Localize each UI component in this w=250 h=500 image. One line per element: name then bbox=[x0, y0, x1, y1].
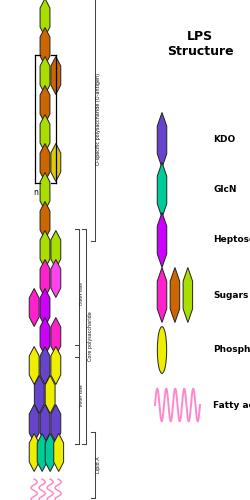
Polygon shape bbox=[183, 268, 192, 322]
Polygon shape bbox=[40, 114, 50, 152]
Polygon shape bbox=[40, 288, 50, 327]
Text: Inner core: Inner core bbox=[80, 384, 84, 406]
Polygon shape bbox=[40, 202, 50, 239]
Polygon shape bbox=[40, 404, 50, 442]
Polygon shape bbox=[40, 260, 50, 298]
Text: Outer core: Outer core bbox=[80, 282, 84, 304]
Polygon shape bbox=[40, 230, 50, 268]
Text: Lipid A: Lipid A bbox=[96, 456, 101, 473]
Polygon shape bbox=[29, 404, 39, 442]
Polygon shape bbox=[51, 318, 61, 356]
Polygon shape bbox=[51, 346, 61, 385]
Text: Phosphate: Phosphate bbox=[213, 346, 250, 354]
Polygon shape bbox=[51, 260, 61, 298]
Text: Sugars: Sugars bbox=[213, 290, 248, 300]
Circle shape bbox=[157, 326, 167, 374]
Polygon shape bbox=[29, 346, 39, 385]
Text: Heptose: Heptose bbox=[213, 236, 250, 244]
Polygon shape bbox=[157, 112, 167, 168]
Polygon shape bbox=[51, 144, 61, 182]
Text: LPS
Structure: LPS Structure bbox=[167, 30, 233, 58]
Polygon shape bbox=[40, 318, 50, 356]
Polygon shape bbox=[37, 434, 47, 472]
Text: n: n bbox=[34, 188, 38, 198]
Polygon shape bbox=[40, 144, 50, 182]
Polygon shape bbox=[45, 376, 55, 414]
Polygon shape bbox=[157, 212, 167, 268]
Text: GlcN: GlcN bbox=[213, 186, 236, 194]
Polygon shape bbox=[34, 376, 44, 414]
Polygon shape bbox=[157, 268, 167, 322]
Polygon shape bbox=[40, 86, 50, 124]
Polygon shape bbox=[40, 346, 50, 385]
Polygon shape bbox=[40, 0, 50, 36]
Text: O-specific polysaccharide (O-antigen): O-specific polysaccharide (O-antigen) bbox=[96, 73, 101, 165]
Polygon shape bbox=[40, 172, 50, 210]
Polygon shape bbox=[29, 288, 39, 327]
Polygon shape bbox=[29, 434, 39, 472]
Polygon shape bbox=[51, 56, 61, 94]
Polygon shape bbox=[51, 230, 61, 268]
Polygon shape bbox=[51, 404, 61, 442]
Polygon shape bbox=[157, 162, 167, 218]
Text: Fatty acid: Fatty acid bbox=[213, 400, 250, 409]
Text: Core polysaccharide: Core polysaccharide bbox=[88, 312, 93, 362]
Polygon shape bbox=[45, 434, 55, 472]
Polygon shape bbox=[40, 28, 50, 66]
Polygon shape bbox=[40, 56, 50, 94]
Text: KDO: KDO bbox=[213, 136, 235, 144]
Polygon shape bbox=[54, 434, 64, 472]
Polygon shape bbox=[170, 268, 180, 322]
